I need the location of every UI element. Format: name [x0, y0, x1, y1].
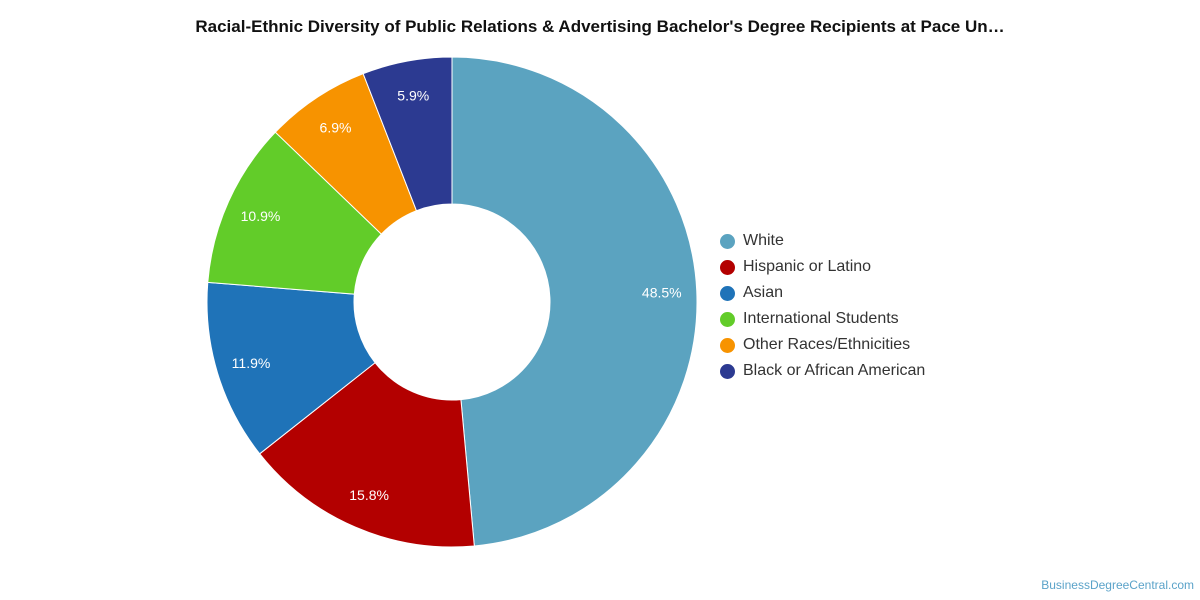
- slice-white[interactable]: [451, 56, 698, 547]
- legend-item[interactable]: Hispanic or Latino: [720, 254, 925, 280]
- slice-label: 6.9%: [320, 119, 352, 135]
- legend-label: Hispanic or Latino: [743, 258, 872, 275]
- legend-label: International Students: [743, 310, 899, 327]
- legend-marker: [720, 363, 735, 379]
- legend-label: Black or African American: [743, 362, 926, 379]
- legend-marker: [720, 311, 735, 327]
- legend-marker: [720, 259, 735, 275]
- slice-labels-group: 48.5% 15.8% 11.9% 10.9% 6.9% 5.9%: [232, 88, 682, 503]
- legend-item[interactable]: Other Races/Ethnicities: [720, 332, 925, 358]
- slice-label: 5.9%: [397, 88, 429, 104]
- legend-item[interactable]: Asian: [720, 280, 925, 306]
- slice-label: 48.5%: [642, 284, 682, 300]
- legend-item[interactable]: International Students: [720, 306, 925, 332]
- slice-asian[interactable]: [206, 281, 376, 455]
- legend-label: Asian: [743, 284, 784, 301]
- legend-label: Other Races/Ethnicities: [743, 336, 911, 353]
- slices-group: [206, 56, 698, 548]
- source-credit[interactable]: BusinessDegreeCentral.com: [1041, 578, 1194, 592]
- legend-item[interactable]: White: [720, 228, 925, 254]
- slice-black-or-african-american[interactable]: [362, 56, 453, 212]
- slice-label: 11.9%: [232, 355, 271, 371]
- legend-label: White: [743, 232, 784, 249]
- legend-marker: [720, 233, 735, 249]
- chart-title: Racial-Ethnic Diversity of Public Relati…: [195, 17, 1005, 36]
- legend: White Hispanic or Latino Asian Internationa…: [720, 228, 925, 384]
- slice-label: 10.9%: [241, 208, 281, 224]
- legend-marker: [720, 337, 735, 353]
- legend-marker: [720, 285, 735, 301]
- slice-label: 15.8%: [349, 487, 389, 503]
- slice-hispanic-or-latino[interactable]: [258, 362, 475, 548]
- legend-item[interactable]: Black or African American: [720, 358, 925, 384]
